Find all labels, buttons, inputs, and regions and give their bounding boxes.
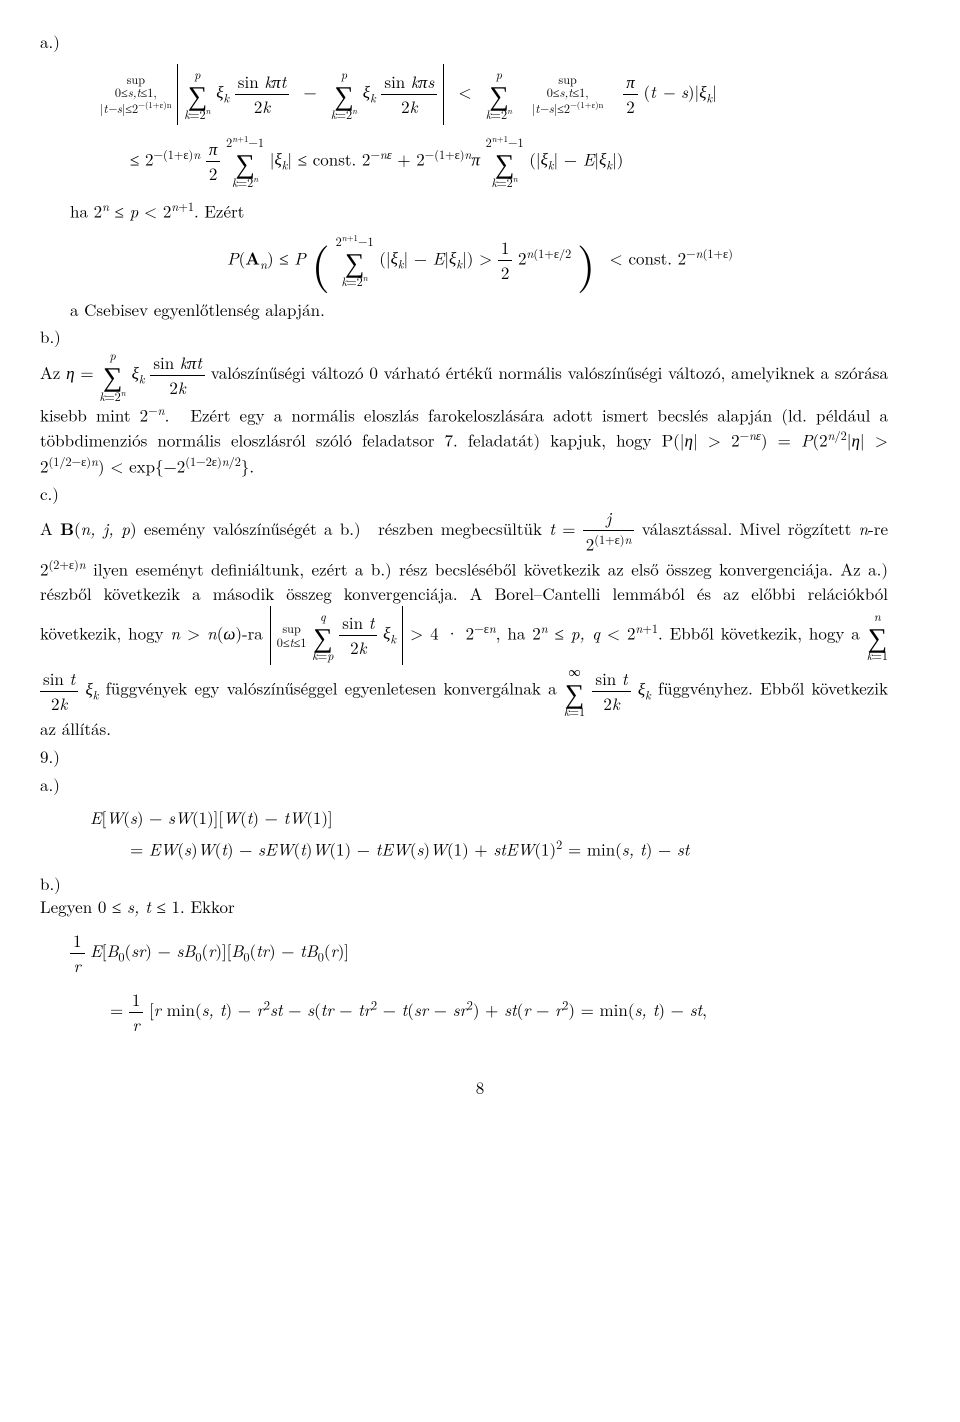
item-c-body: A B(n, j, p) esemény valószínűségét a b.… (40, 506, 888, 741)
item-b-body: Az η = p∑k=2n ξk sin kπt2k valószínűségi… (40, 349, 888, 478)
item-c-label: c.) (40, 482, 68, 506)
equation-a-2: ≤ 2−(1+ε)n π2 2n+1−1∑k=2n |ξk| ≤ const. … (130, 135, 920, 189)
text-chebyshev: a Csebisev egyenlőtlenség alapján. (70, 298, 920, 322)
item-b-label: b.) (40, 325, 68, 349)
item-9-label: 9.) (40, 744, 60, 768)
text-ha: ha 2n ≤ p < 2n+1. Ezért (70, 198, 920, 223)
equation-a-1: sup0≤s,t≤1,|t−s|≤2−(1+ε)n p∑k=2n ξk sin … (100, 64, 920, 125)
item-a-label: a.) (40, 30, 68, 54)
equation-9a: E[W(s) − sW(1)][W(t) − tW(1)] = EW(s)W(t… (90, 806, 920, 861)
item-9b-text: Legyen 0 ≤ s, t ≤ 1. Ekkor (40, 895, 888, 919)
equation-9b: 1r E[B0(sr) − sB0(r)][B0(tr) − tB0(r)] =… (70, 929, 920, 1036)
item-9b-label: b.) (40, 872, 68, 896)
page-number: 8 (40, 1076, 920, 1100)
item-9a-label: a.) (40, 772, 60, 796)
equation-a-3: P(An) ≤ P ( 2n+1−1∑k=2n (|ξk| − E|ξk|) >… (40, 234, 920, 288)
